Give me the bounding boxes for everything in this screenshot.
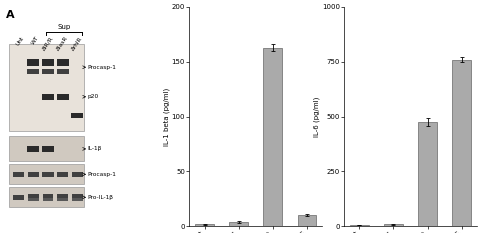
Y-axis label: IL-6 (pg/ml): IL-6 (pg/ml) bbox=[314, 96, 321, 137]
Bar bbox=[418, 122, 437, 226]
Bar bbox=[71, 113, 83, 118]
Text: ΔrhlR: ΔrhlR bbox=[71, 35, 84, 51]
Bar bbox=[42, 69, 54, 74]
Bar bbox=[57, 194, 68, 198]
Text: p20: p20 bbox=[87, 94, 98, 99]
Bar bbox=[43, 194, 54, 198]
Bar bbox=[27, 59, 39, 66]
Bar bbox=[384, 224, 403, 226]
Bar bbox=[264, 48, 282, 226]
Bar bbox=[27, 69, 39, 74]
Bar bbox=[72, 194, 82, 198]
Text: Procasp-1: Procasp-1 bbox=[87, 172, 116, 177]
Text: Procasp-1: Procasp-1 bbox=[87, 65, 116, 70]
Bar bbox=[43, 198, 54, 202]
Text: ΔlR/R: ΔlR/R bbox=[41, 35, 54, 51]
Bar bbox=[9, 136, 84, 161]
Bar bbox=[28, 194, 39, 198]
Bar bbox=[57, 93, 68, 100]
Text: A: A bbox=[6, 10, 14, 20]
Y-axis label: IL-1 beta (pg/ml): IL-1 beta (pg/ml) bbox=[163, 87, 170, 146]
Bar bbox=[42, 146, 54, 152]
Text: Unt: Unt bbox=[15, 35, 25, 47]
Text: Sup: Sup bbox=[58, 24, 71, 31]
Bar bbox=[195, 224, 214, 226]
Bar bbox=[9, 44, 84, 131]
Text: Pro-IL-1β: Pro-IL-1β bbox=[87, 195, 113, 200]
Bar bbox=[9, 164, 84, 184]
Bar bbox=[350, 225, 369, 226]
Bar bbox=[13, 172, 24, 177]
Bar bbox=[452, 60, 471, 226]
Bar bbox=[57, 198, 68, 202]
Bar bbox=[229, 222, 248, 226]
Bar bbox=[42, 172, 54, 177]
Text: C: C bbox=[307, 0, 315, 2]
Bar bbox=[28, 172, 39, 177]
Bar bbox=[72, 198, 82, 202]
Text: WT: WT bbox=[30, 35, 40, 46]
Bar bbox=[28, 198, 39, 202]
Bar bbox=[57, 69, 68, 74]
Text: ΔlasR: ΔlasR bbox=[55, 35, 69, 52]
Bar bbox=[297, 215, 316, 226]
Bar bbox=[42, 59, 54, 66]
Bar bbox=[42, 93, 54, 100]
Bar bbox=[27, 146, 39, 152]
Bar bbox=[9, 187, 84, 207]
Text: B: B bbox=[152, 0, 160, 2]
Bar bbox=[13, 195, 24, 200]
Text: IL-1β: IL-1β bbox=[87, 146, 101, 151]
Bar bbox=[57, 172, 68, 177]
Bar bbox=[57, 59, 68, 66]
Bar bbox=[72, 172, 83, 177]
